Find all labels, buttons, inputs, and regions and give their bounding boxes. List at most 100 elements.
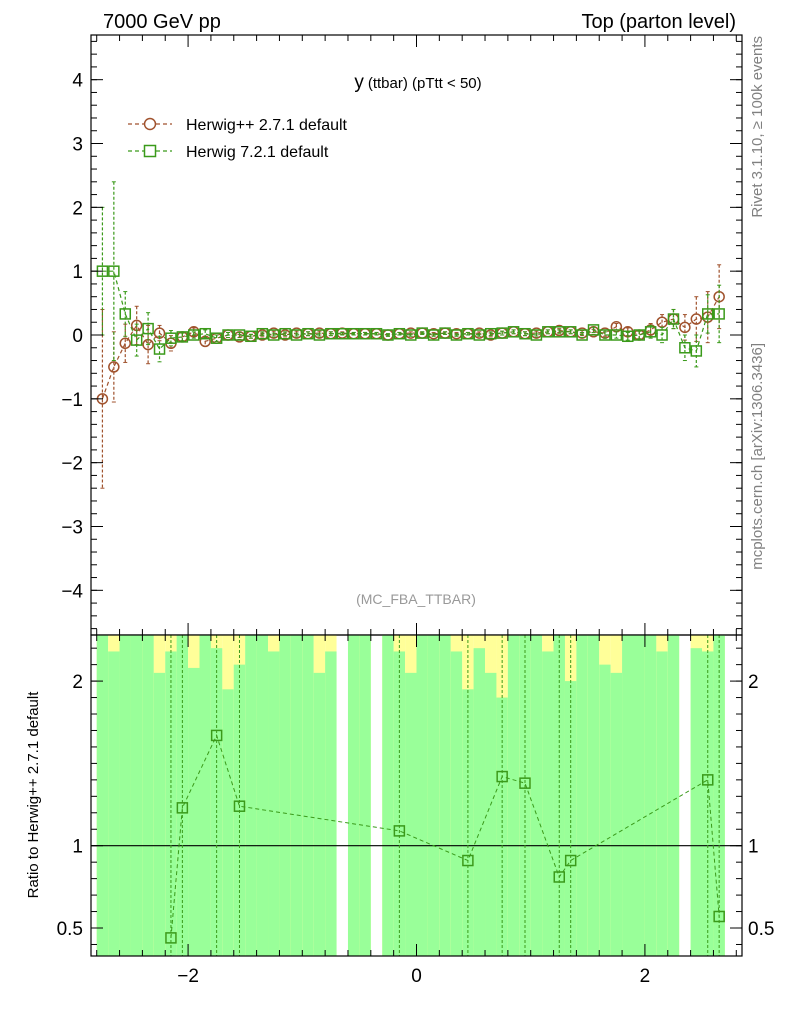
stat-uncertainty-band (245, 635, 257, 956)
x-tick-label: −2 (177, 966, 199, 987)
data-point (496, 327, 508, 339)
data-point (542, 326, 554, 338)
data-point (667, 313, 680, 325)
ratio-data-point (701, 774, 714, 786)
main-title: y (ttbar) (pTtt < 50) (354, 72, 481, 93)
stat-uncertainty-band (108, 651, 120, 956)
data-point (576, 329, 588, 341)
stat-uncertainty-band (313, 672, 326, 956)
data-point (530, 329, 543, 341)
data-point (656, 329, 668, 341)
ratio-series (165, 635, 725, 956)
ratio-data-point (519, 777, 531, 789)
main-y-tick-label: −4 (61, 581, 83, 602)
stat-uncertainty-band (382, 635, 394, 956)
ratio-data-point (713, 910, 725, 923)
data-point (313, 329, 326, 341)
data-point (690, 345, 703, 357)
ratio-data-point (210, 729, 223, 742)
header-left: 7000 GeV pp (103, 11, 221, 33)
stat-uncertainty-band (633, 635, 645, 956)
data-point (359, 327, 371, 340)
main-y-ticks: −4 −3 −2 −1 0 1 2 3 4 (61, 35, 742, 635)
stat-uncertainty-band (599, 664, 611, 956)
data-point (679, 342, 691, 354)
data-point (610, 329, 623, 341)
stat-uncertainty-band (473, 648, 486, 956)
data-point (108, 361, 120, 373)
stat-uncertainty-band (222, 689, 234, 956)
stat-uncertainty-band (610, 672, 623, 956)
stat-uncertainty-band (153, 672, 166, 956)
main-title-sub: (ttbar) (pTtt < 50) (368, 75, 482, 92)
data-point (405, 329, 417, 341)
legend-label: Herwig 7.2.1 default (186, 144, 329, 161)
data-point (176, 331, 189, 343)
data-point (690, 313, 703, 325)
data-point (245, 330, 257, 343)
stat-uncertainty-band (667, 635, 680, 956)
data-point (679, 321, 691, 334)
data-point (222, 329, 234, 341)
stat-uncertainty-band (702, 651, 714, 956)
stat-uncertainty-band (564, 681, 577, 956)
stat-uncertainty-band (656, 651, 668, 956)
data-point (484, 327, 497, 340)
ratio-series-line (170, 734, 720, 938)
data-point (427, 329, 440, 341)
main-title-main: y (354, 72, 364, 93)
data-point (256, 327, 269, 340)
stat-uncertainty-band (325, 651, 337, 956)
stat-uncertainty-band (256, 635, 269, 956)
stat-uncertainty-band (268, 651, 280, 956)
ratio-marks (91, 635, 742, 956)
legend-marker (143, 144, 157, 158)
main-series-herwig7 (96, 181, 725, 368)
data-point (507, 326, 520, 338)
main-y-tick-label: 4 (72, 71, 83, 92)
ratio-y-label: Ratio to Herwig++ 2.7.1 default (25, 691, 42, 899)
stat-uncertainty-band (142, 635, 154, 956)
series-line (101, 296, 720, 400)
stat-uncertainty-band (439, 635, 451, 956)
stat-uncertainty-band (622, 635, 634, 956)
data-point (450, 329, 463, 341)
data-point (153, 343, 166, 355)
stat-uncertainty-band (290, 635, 303, 956)
data-point (439, 327, 451, 339)
main-y-tick-label: −1 (61, 390, 83, 411)
stat-uncertainty-band (96, 635, 109, 956)
ratio-panel: 0.5 0.5 1 1 2 2 −2 0 2 Ratio to Herwig++ 2.7.1 d… (25, 634, 774, 987)
watermark: (MC_FBA_TTBAR) (356, 591, 476, 607)
ratio-y-tick-label: 0.5 (57, 919, 83, 940)
data-point (462, 327, 474, 340)
data-point (553, 326, 566, 338)
data-point (199, 327, 211, 340)
ratio-data-point (553, 871, 566, 883)
data-point (382, 329, 394, 341)
header-right: Top (parton level) (581, 11, 736, 33)
ratio-y-tick-label-right: 2 (748, 672, 759, 693)
x-tick-label: 0 (411, 966, 422, 987)
main-series-herwigpp (96, 264, 725, 489)
data-point (188, 329, 200, 341)
stat-uncertainty-band (485, 672, 497, 956)
data-point (347, 327, 360, 340)
data-point (233, 329, 246, 341)
data-point (336, 327, 349, 340)
stat-uncertainty-band (188, 667, 200, 956)
data-point (119, 337, 132, 350)
stat-uncertainty-band (690, 648, 703, 956)
data-point (210, 332, 223, 344)
data-point (599, 329, 611, 341)
main-panel: −4 −3 −2 −1 0 1 2 3 4 y (ttbar) (pTtt < 50) (MC_F… (61, 34, 743, 636)
stat-uncertainty-band (644, 635, 657, 956)
main-y-tick-label: −2 (61, 454, 83, 475)
data-point (713, 308, 725, 320)
data-point (290, 329, 303, 341)
legend-label: Herwig++ 2.7.1 default (186, 117, 348, 134)
stat-uncertainty-band (530, 635, 543, 956)
stat-uncertainty-band (416, 635, 428, 956)
data-point (325, 327, 337, 340)
